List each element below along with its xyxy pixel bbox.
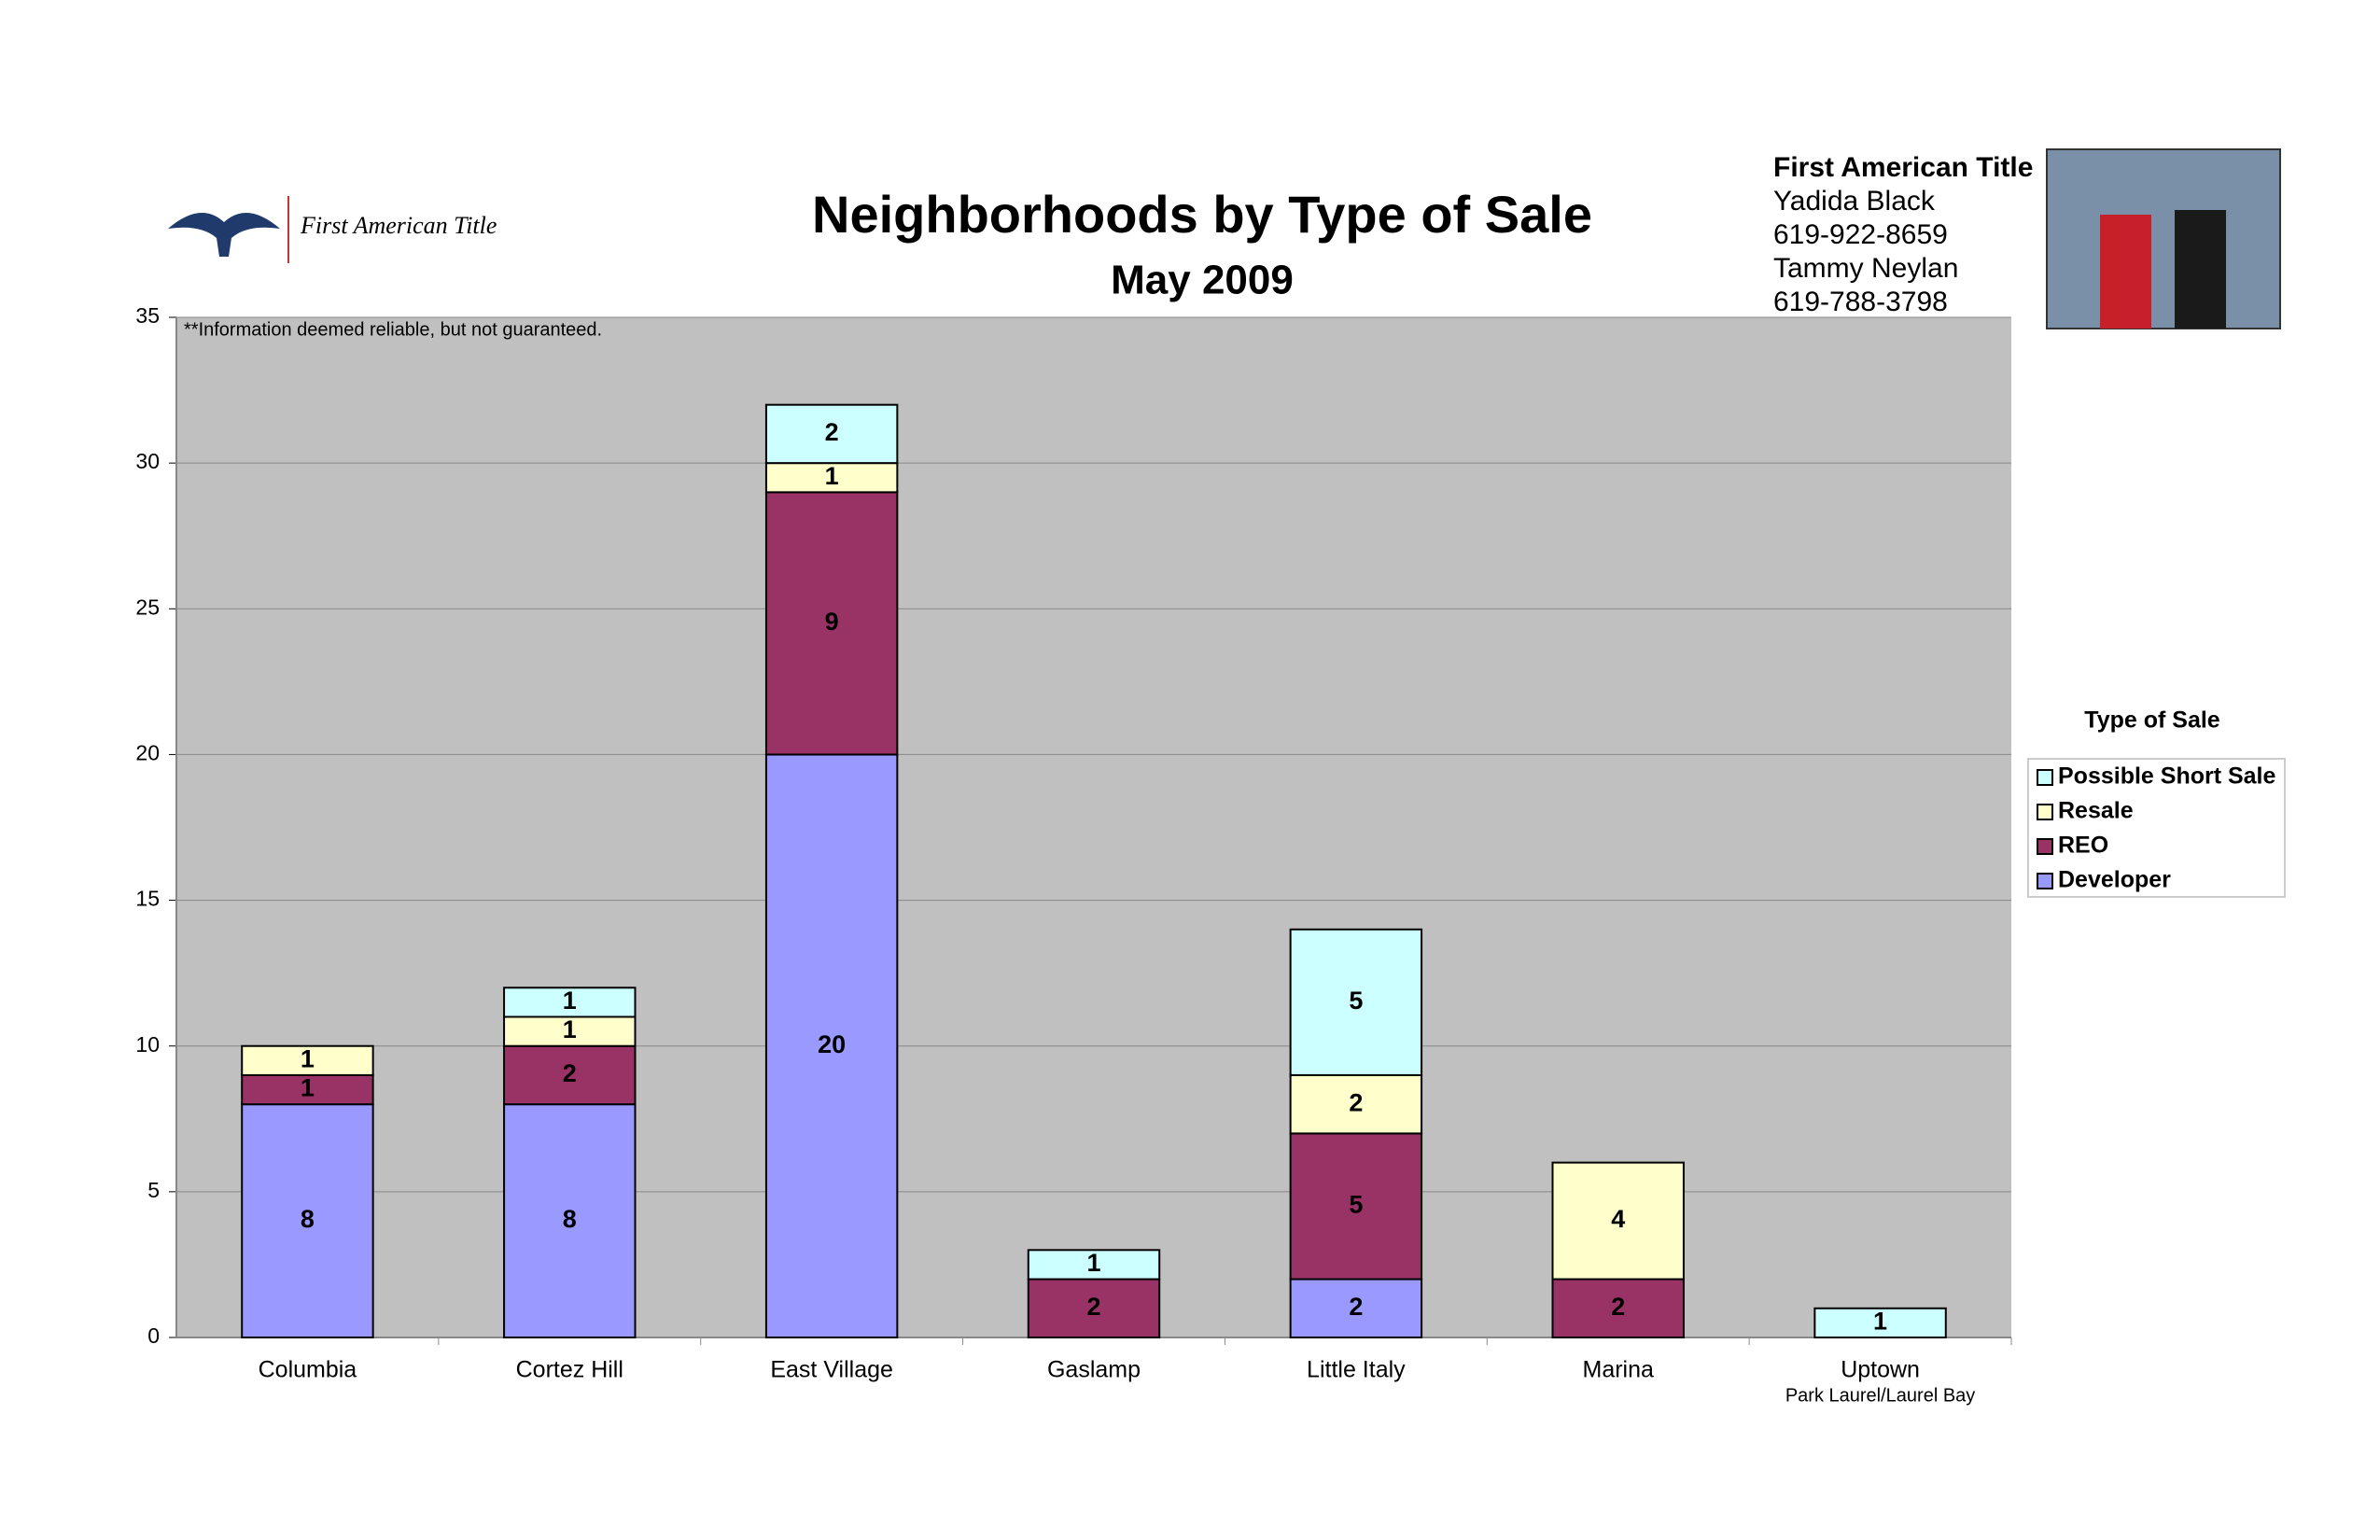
x-tick-label: Little Italy — [1307, 1357, 1406, 1383]
bar-segment — [241, 1044, 374, 1076]
legend-title: Type of Sale — [2084, 707, 2220, 734]
photo-person — [2175, 210, 2226, 329]
value-label: 1 — [1086, 1249, 1100, 1277]
legend-swatch — [2037, 804, 2053, 820]
legend-swatch — [2037, 873, 2053, 889]
y-tick-label: 35 — [135, 303, 160, 328]
y-tick-label: 25 — [135, 595, 160, 619]
value-label: 1 — [1873, 1308, 1887, 1336]
value-label: 8 — [563, 1205, 577, 1233]
value-label: 1 — [301, 1074, 315, 1102]
legend-swatch — [2037, 769, 2053, 786]
contact-line: 619-788-3798 — [1773, 287, 1948, 317]
chart-subtitle: May 2009 — [1111, 258, 1294, 303]
bar-segment — [1289, 1073, 1423, 1135]
value-label: 1 — [563, 987, 577, 1015]
value-label: 2 — [563, 1059, 577, 1087]
bar-segment — [1027, 1249, 1161, 1281]
x-tick-label: East Village — [770, 1357, 893, 1383]
x-tick-label: Gaslamp — [1047, 1357, 1141, 1383]
photo-person — [2100, 215, 2151, 329]
chart-title: Neighborhoods by Type of Sale — [812, 185, 1592, 244]
bar-segment — [1551, 1278, 1685, 1338]
plot-background — [176, 317, 2011, 1337]
bar-segment — [1813, 1307, 1947, 1339]
legend-swatch — [2037, 838, 2053, 855]
bar-segment — [241, 1073, 374, 1106]
bar-segment — [1289, 928, 1423, 1076]
y-tick-label: 5 — [147, 1178, 160, 1202]
value-label: 4 — [1611, 1205, 1625, 1233]
bar-segment — [503, 987, 637, 1018]
x-tick-label: Uptown — [1841, 1357, 1920, 1383]
legend-box — [2027, 758, 2286, 898]
contact-line: Yadida Black — [1773, 186, 1936, 217]
legend-label: Resale — [2058, 798, 2134, 824]
bar-segment — [241, 1103, 374, 1338]
legend-label: Possible Short Sale — [2058, 763, 2276, 790]
bar-segment — [1551, 1161, 1685, 1281]
y-tick-label: 10 — [135, 1032, 160, 1057]
note: **Information deemed reliable, but not g… — [184, 319, 602, 340]
legend-label: Developer — [2058, 867, 2171, 893]
value-label: 2 — [1086, 1293, 1100, 1321]
contact-line: 619-922-8659 — [1773, 219, 1948, 250]
value-label: 5 — [1349, 987, 1363, 1015]
value-label: 2 — [1349, 1088, 1363, 1116]
logo: First American Title — [168, 196, 497, 263]
value-label: 2 — [1349, 1293, 1363, 1321]
bar-segment — [503, 1015, 637, 1047]
value-label: 5 — [1349, 1191, 1363, 1219]
logo-text: First American Title — [300, 212, 497, 239]
contact-line: Tammy Neylan — [1773, 253, 1958, 284]
contact-line: First American Title — [1773, 152, 2033, 183]
value-label: 1 — [301, 1044, 315, 1072]
bar-segment — [764, 403, 899, 465]
x-tick-label: Cortez Hill — [516, 1357, 623, 1383]
photo — [2046, 148, 2281, 329]
legend-label: REO — [2058, 833, 2108, 859]
value-label: 2 — [1611, 1293, 1625, 1321]
value-label: 1 — [563, 1015, 577, 1043]
y-tick-label: 0 — [147, 1323, 160, 1348]
x-tick-label: Marina — [1583, 1357, 1655, 1383]
x-tick-label: Columbia — [259, 1357, 357, 1383]
y-tick-label: 30 — [135, 449, 160, 473]
bar-segment — [764, 491, 899, 756]
value-label: 20 — [818, 1030, 846, 1058]
value-label: 9 — [825, 608, 839, 636]
x-tick-sublabel: Park Laurel/Laurel Bay — [1785, 1385, 1975, 1406]
y-tick-label: 15 — [135, 887, 160, 911]
value-label: 1 — [825, 462, 839, 490]
logo-eagle — [168, 213, 280, 257]
value-label: 8 — [301, 1205, 315, 1233]
bar-segment — [503, 1044, 637, 1106]
value-label: 2 — [825, 418, 839, 446]
y-tick-label: 20 — [135, 741, 160, 765]
bar-segment — [1289, 1132, 1423, 1281]
